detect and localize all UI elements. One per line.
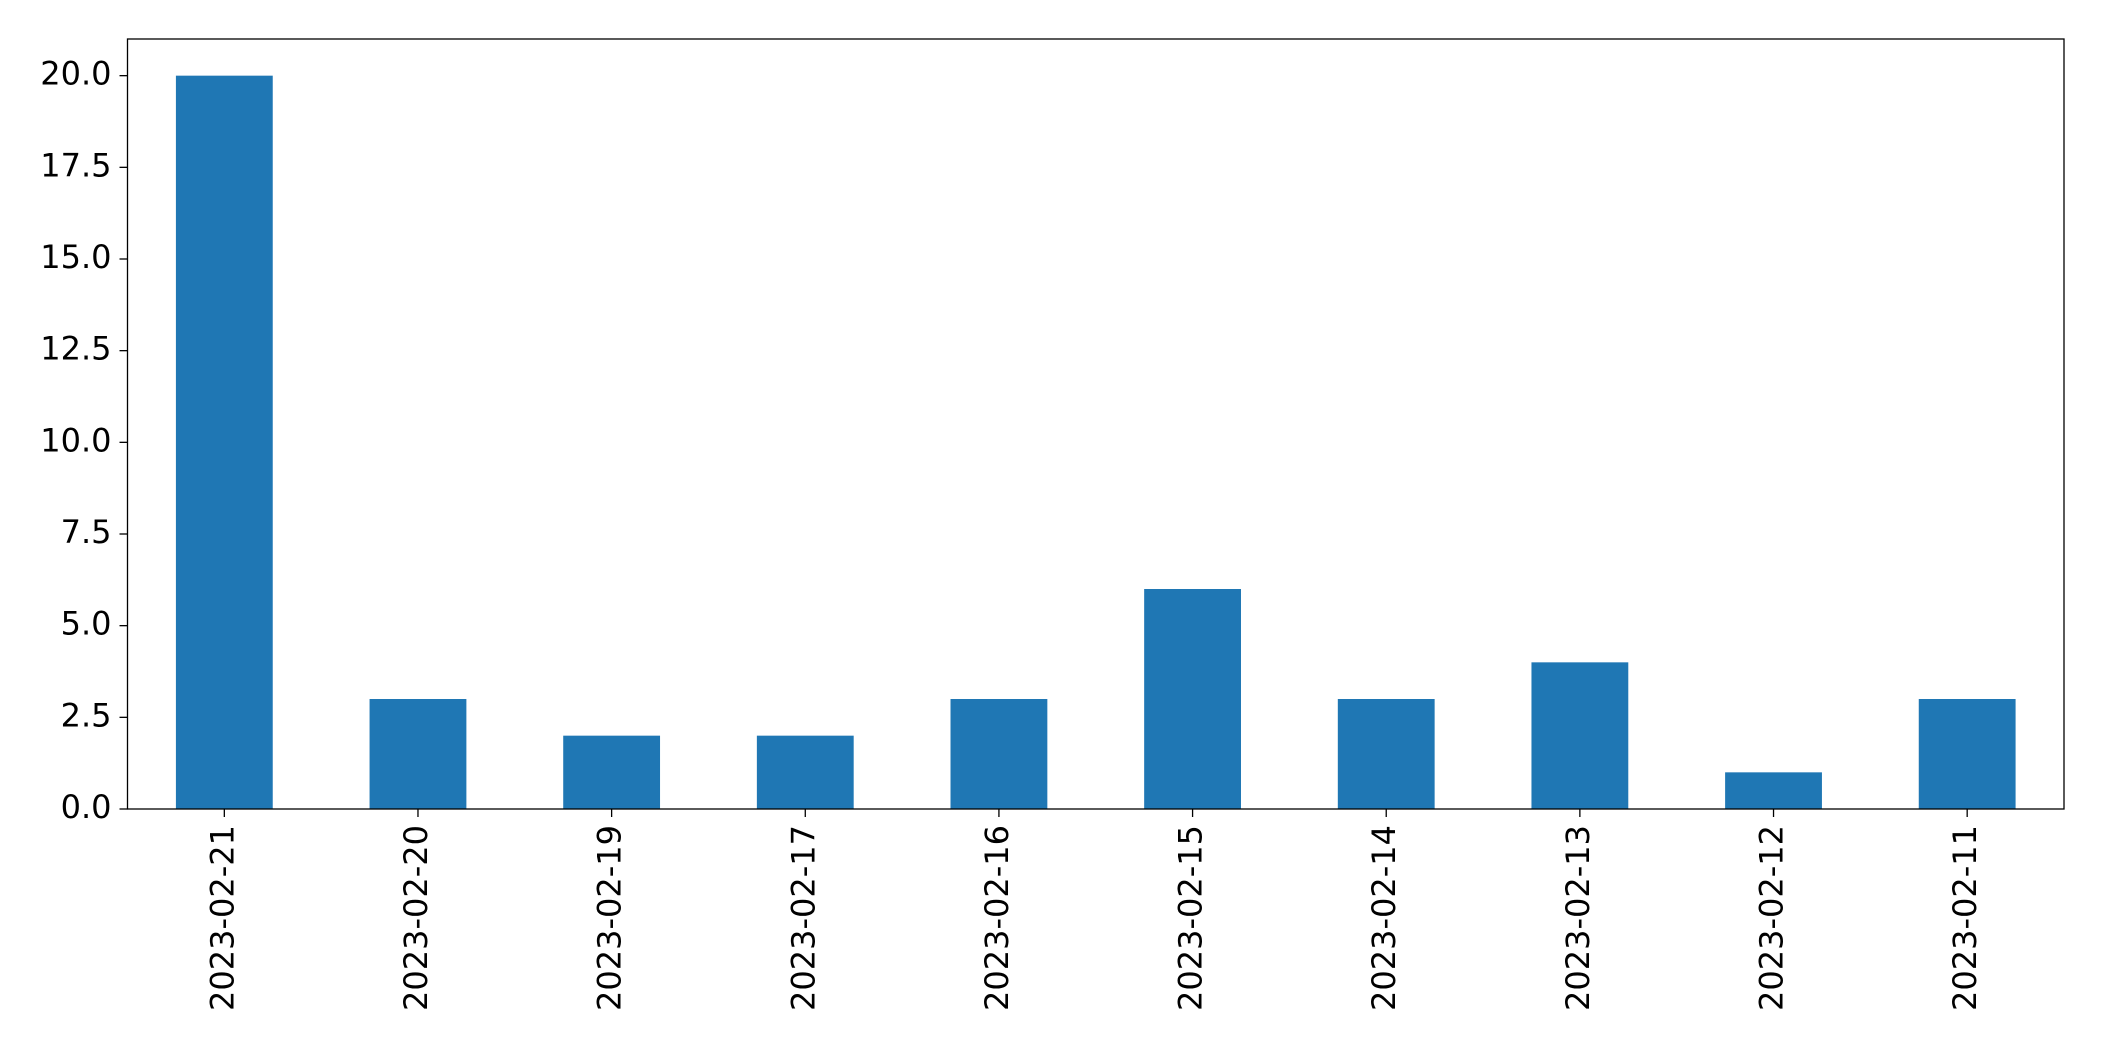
bar: [1725, 772, 1822, 809]
bar: [563, 735, 661, 809]
x-tick-label: 2023-02-19: [591, 825, 629, 1011]
bar: [175, 75, 273, 809]
y-tick-label: 10.0: [40, 421, 111, 459]
x-tick-label: 2023-02-17: [784, 825, 822, 1011]
y-tick-label: 15.0: [40, 238, 111, 276]
x-tick-label: 2023-02-21: [203, 825, 241, 1011]
x-tick-label: 2023-02-14: [1365, 825, 1403, 1011]
y-tick-label: 0.0: [61, 788, 112, 826]
y-tick-label: 20.0: [40, 55, 111, 93]
y-tick-label: 2.5: [61, 696, 112, 734]
bar: [1144, 589, 1241, 809]
bar: [1531, 662, 1629, 809]
x-tick-label: 2023-02-20: [397, 825, 435, 1011]
x-tick-label: 2023-02-16: [978, 825, 1016, 1011]
bar: [369, 699, 467, 809]
y-tick-label: 17.5: [40, 146, 111, 184]
plot-frame: [126, 38, 2065, 810]
x-tick-label: 2023-02-12: [1753, 825, 1791, 1011]
x-tick-label: 2023-02-15: [1172, 825, 1210, 1011]
bar: [950, 699, 1048, 809]
y-tick-label: 12.5: [40, 330, 111, 368]
x-tick-label: 2023-02-13: [1559, 825, 1597, 1011]
bar: [1918, 699, 2016, 809]
bar: [756, 735, 854, 809]
bar: [1337, 699, 1435, 809]
y-tick-label: 7.5: [61, 513, 112, 551]
y-tick-label: 5.0: [61, 605, 112, 643]
x-tick-label: 2023-02-11: [1946, 825, 1984, 1011]
